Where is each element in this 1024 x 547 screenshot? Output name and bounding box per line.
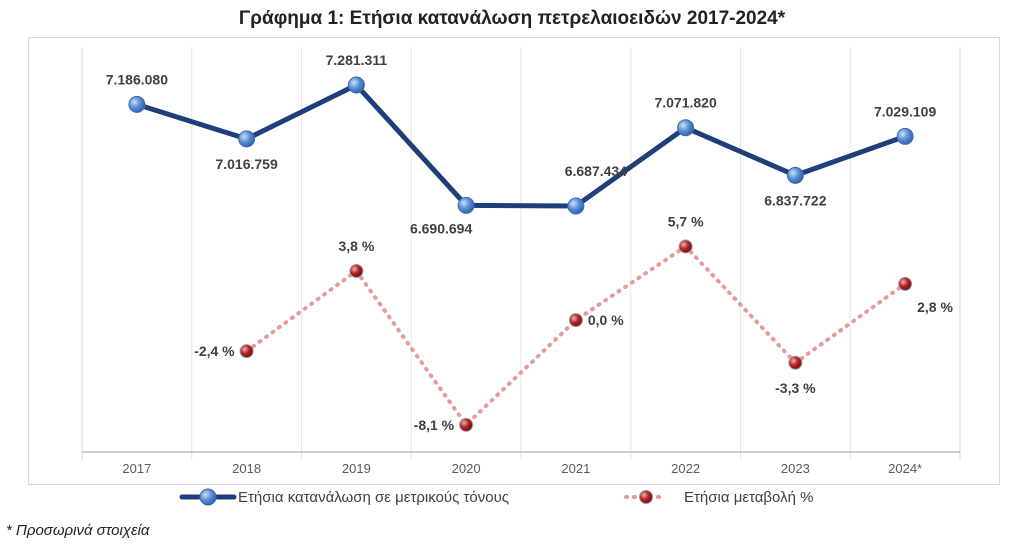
consumption-marker	[347, 76, 365, 94]
data-label: -2,4 %	[194, 343, 235, 359]
data-label: 0,0 %	[588, 312, 624, 328]
consumption-series-line	[134, 82, 908, 209]
x-tick-label: 2018	[232, 461, 261, 476]
consumption-marker	[786, 166, 804, 184]
data-label: 7.186.080	[106, 71, 168, 87]
consumption-marker	[567, 197, 585, 215]
x-tick-label: 2017	[122, 461, 151, 476]
data-label: 2,8 %	[917, 299, 953, 315]
data-label: 6.690.694	[410, 220, 472, 236]
change-marker	[568, 313, 583, 328]
change-marker	[459, 417, 474, 432]
x-tick-label: 2022	[671, 461, 700, 476]
x-tick-label: 2019	[342, 461, 371, 476]
consumption-marker	[238, 130, 256, 148]
data-label: 3,8 %	[338, 238, 374, 254]
data-label: 7.281.311	[326, 52, 388, 68]
legend-consumption-marker	[199, 488, 217, 506]
data-label: -3,3 %	[775, 380, 816, 396]
x-tick-label: 2021	[561, 461, 590, 476]
x-tick-label: 2020	[452, 461, 481, 476]
consumption-marker	[128, 95, 146, 113]
data-label: 7.071.820	[654, 95, 716, 111]
change-marker	[788, 355, 803, 370]
chart-title: Γράφημα 1: Ετήσια κατανάλωση πετρελαιοει…	[238, 8, 786, 29]
x-tick-label: 2024*	[888, 461, 922, 476]
change-marker	[239, 344, 254, 359]
legend-consumption-label: Ετήσια κατανάλωση σε μετρικούς τόνους	[238, 489, 509, 506]
x-tick-label: 2023	[781, 461, 810, 476]
data-label: 6.837.722	[764, 192, 826, 208]
data-label: 7.016.759	[215, 156, 277, 172]
change-marker	[349, 264, 364, 279]
legend-change-marker	[639, 490, 653, 504]
chart-frame	[28, 37, 1000, 485]
data-label: 7.029.109	[874, 103, 936, 119]
consumption-marker	[896, 127, 914, 145]
legend-change-label: Ετήσια μεταβολή %	[684, 489, 813, 506]
consumption-marker	[677, 119, 695, 137]
change-marker	[678, 239, 693, 254]
footnote: * Προσωρινά στοιχεία	[6, 522, 150, 539]
change-series-line	[244, 244, 908, 427]
data-label: 6.687.434	[565, 163, 627, 179]
consumption-marker	[457, 196, 475, 214]
data-label: 5,7 %	[668, 213, 704, 229]
change-marker	[898, 276, 913, 291]
data-label: -8,1 %	[414, 417, 455, 433]
